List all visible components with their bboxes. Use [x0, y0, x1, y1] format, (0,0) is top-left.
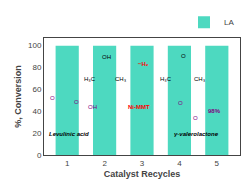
svg-text:O: O — [74, 99, 79, 105]
svg-text:−H₂: −H₂ — [138, 61, 149, 67]
svg-text:Catalyst Recycles: Catalyst Recycles — [104, 169, 181, 179]
svg-text:O: O — [193, 115, 198, 121]
svg-text:1: 1 — [65, 159, 70, 168]
svg-text:Ni-MMT: Ni-MMT — [128, 104, 150, 110]
svg-text:OH: OH — [88, 104, 97, 110]
svg-text:98%: 98% — [208, 108, 221, 114]
svg-text:γ-valerolactone: γ-valerolactone — [174, 131, 219, 137]
svg-text:2: 2 — [102, 159, 107, 168]
svg-text:Levulinic acid: Levulinic acid — [49, 131, 89, 137]
svg-text:O: O — [50, 95, 55, 101]
svg-text:80: 80 — [32, 63, 41, 72]
svg-text:H₃C: H₃C — [84, 76, 96, 82]
svg-text:4: 4 — [177, 159, 182, 168]
svg-text:0: 0 — [37, 151, 42, 160]
svg-text:H₃C: H₃C — [160, 76, 172, 82]
svg-text:3: 3 — [140, 159, 145, 168]
svg-text:O: O — [178, 100, 183, 106]
svg-text:40: 40 — [32, 107, 41, 116]
svg-text:%, Conversion: %, Conversion — [13, 65, 23, 128]
svg-text:5: 5 — [215, 159, 220, 168]
svg-text:LA: LA — [224, 18, 234, 27]
svg-text:O: O — [181, 53, 186, 59]
svg-text:OH: OH — [102, 54, 111, 60]
svg-text:20: 20 — [32, 129, 41, 138]
svg-text:100: 100 — [28, 41, 42, 50]
svg-text:CH₃: CH₃ — [194, 76, 206, 82]
svg-text:60: 60 — [32, 85, 41, 94]
svg-text:CH₃: CH₃ — [115, 76, 127, 82]
